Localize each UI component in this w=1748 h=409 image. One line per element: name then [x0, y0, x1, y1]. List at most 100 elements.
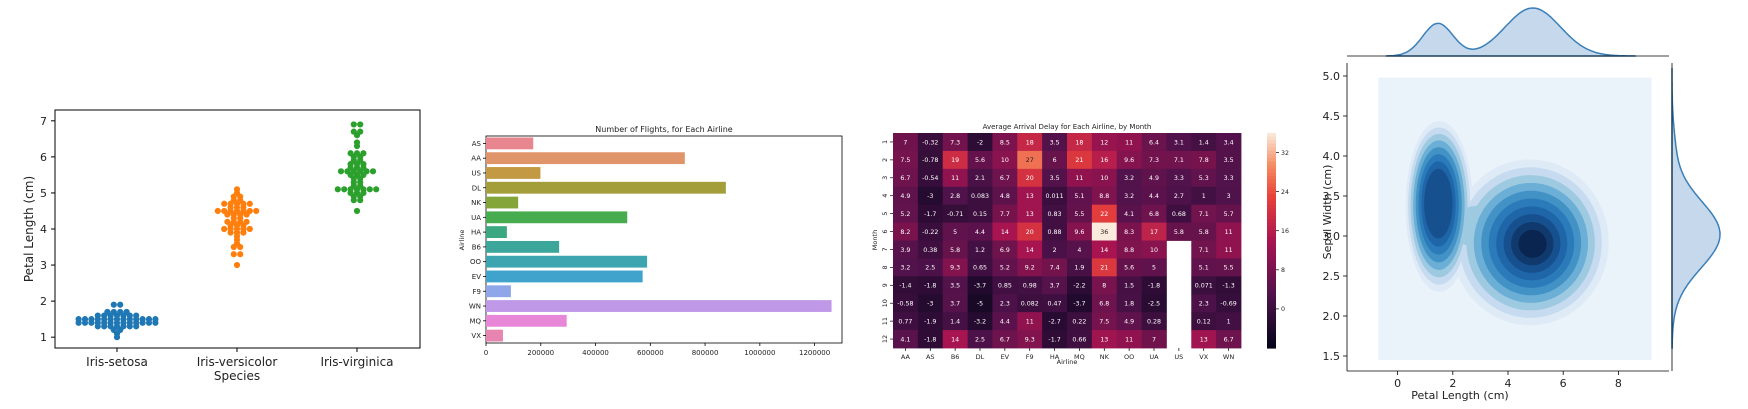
heatmap-cell	[1191, 312, 1217, 331]
swarm-point	[88, 316, 95, 323]
heatmap-cell	[1042, 330, 1068, 349]
heatmap-cell	[1191, 186, 1217, 206]
heatmap-x-tick-label: HA	[1050, 353, 1060, 361]
bar-x-tick-label: 400000	[582, 349, 609, 357]
heatmap-cell	[893, 330, 919, 349]
heatmap-x-tick-label: US	[1174, 353, 1183, 361]
bar-chart-y-label: Airline	[458, 230, 466, 251]
heatmap-cell-value: 8.8	[1124, 247, 1134, 254]
colorbar-segment	[1267, 333, 1276, 338]
heatmap-cell	[1067, 330, 1093, 349]
heatmap-cell	[1216, 258, 1242, 277]
heatmap-cell	[1042, 204, 1068, 223]
heatmap-cell-value: 5.3	[1199, 175, 1209, 182]
heatmap-cell-value: 2.1	[975, 175, 985, 182]
heatmap-cell	[1091, 222, 1118, 241]
heatmap-cell	[1042, 240, 1068, 259]
kde-y-tick-label: 4.5	[1323, 110, 1341, 123]
heatmap-cell	[1067, 133, 1093, 152]
colorbar-segment	[1267, 229, 1276, 234]
swarm-point	[243, 218, 250, 225]
heatmap-cell	[942, 330, 968, 349]
swarm-point	[357, 121, 364, 128]
heatmap-cell-value: -1.7	[924, 211, 936, 218]
swarm-point	[337, 168, 345, 175]
heatmap-cell	[992, 204, 1018, 223]
heatmap-cell	[893, 258, 919, 277]
heatmap-cell	[1216, 204, 1242, 223]
heatmap-cell	[917, 276, 944, 295]
kde-y-tick-label: 2.0	[1323, 310, 1341, 323]
heatmap-cell	[1191, 168, 1217, 188]
heatmap-cell-value: 3.5	[1224, 157, 1234, 164]
heatmap-cell	[1017, 330, 1043, 349]
heatmap-cell	[893, 276, 919, 295]
heatmap-cell-value: 5.8	[1199, 229, 1209, 236]
swarm-y-label: Petal Length (cm)	[22, 176, 36, 282]
heatmap-cell	[1017, 204, 1043, 223]
swarm-x-tick-label: Iris-virginica	[320, 355, 393, 369]
bar-y-tick-label: EV	[472, 273, 481, 281]
heatmap-cell	[967, 168, 993, 188]
heatmap-cell	[1141, 150, 1167, 170]
heatmap-cell	[967, 330, 993, 349]
bar-dl	[486, 181, 726, 194]
heatmap-cell	[992, 168, 1018, 188]
heatmap-cell-value: 3.5	[1050, 175, 1060, 182]
heatmap-x-tick-label: NK	[1100, 353, 1110, 361]
heatmap-cell-value: 9.3	[950, 265, 960, 272]
swarm-point	[94, 312, 101, 319]
heatmap-cell	[1166, 168, 1192, 188]
heatmap-cell	[1141, 204, 1167, 223]
colorbar-segment	[1267, 193, 1276, 199]
heatmap-cell	[1116, 240, 1142, 259]
colorbar-segment	[1267, 219, 1276, 224]
bar-chart-title: Number of Flights, for Each Airline	[595, 125, 733, 134]
heatmap-cell	[967, 312, 993, 331]
colorbar-segment	[1267, 158, 1276, 163]
heatmap-cell-value: 4.4	[1149, 193, 1159, 200]
swarm-point	[145, 316, 153, 323]
heatmap-cell	[1017, 186, 1043, 206]
heatmap-y-tick-label: 8	[881, 265, 889, 269]
heatmap-cell	[1141, 133, 1167, 152]
swarm-y-tick-label: 1	[40, 331, 47, 344]
heatmap-cell	[1017, 133, 1043, 152]
bar-x-tick-label: 200000	[527, 349, 554, 357]
heatmap-cell-value: 11	[1225, 229, 1233, 236]
heatmap-cell-value: -0.69	[1220, 301, 1236, 308]
heatmap-y-tick-label: 3	[881, 176, 889, 180]
heatmap-cell-value: -0.58	[897, 301, 913, 308]
heatmap-cell-value: 16	[1100, 157, 1108, 164]
colorbar-segment	[1267, 340, 1276, 346]
heatmap-cell	[992, 258, 1018, 277]
heatmap-cell	[1017, 150, 1043, 170]
heatmap-cell-value: 6.8	[1149, 211, 1159, 218]
swarm-point	[360, 150, 367, 157]
heatmap-cell-value: 14	[1100, 247, 1108, 254]
heatmap-cell	[1216, 186, 1242, 206]
heatmap-cell-value: 10	[1150, 247, 1158, 254]
colorbar-tick-label: 32	[1281, 150, 1289, 157]
heatmap-cell	[1141, 276, 1167, 295]
swarm-point	[152, 316, 159, 323]
heatmap-cell	[1017, 240, 1043, 259]
heatmap-cell-value: 20	[1026, 229, 1034, 236]
heatmap-cell-value: 3.3	[1224, 175, 1234, 182]
heatmap-cell	[1191, 204, 1217, 223]
colorbar-segment	[1267, 172, 1276, 177]
heatmap-cell-value: 13	[1100, 336, 1108, 343]
heatmap-cell	[893, 222, 919, 241]
bar-y-tick-label: VX	[471, 332, 481, 340]
kde-level-10	[1518, 229, 1547, 258]
bar-y-tick-label: UA	[471, 214, 481, 222]
colorbar-segment	[1267, 165, 1276, 170]
swarm-point	[237, 251, 244, 258]
heatmap-cell	[1141, 330, 1167, 349]
heatmap-cell	[917, 168, 944, 188]
heatmap-cell	[1091, 258, 1118, 277]
kde-x-tick-label: 8	[1615, 377, 1622, 390]
colorbar-segment	[1267, 337, 1276, 342]
swarm-point	[221, 207, 228, 215]
heatmap-cell-value: 7.7	[1000, 211, 1010, 218]
